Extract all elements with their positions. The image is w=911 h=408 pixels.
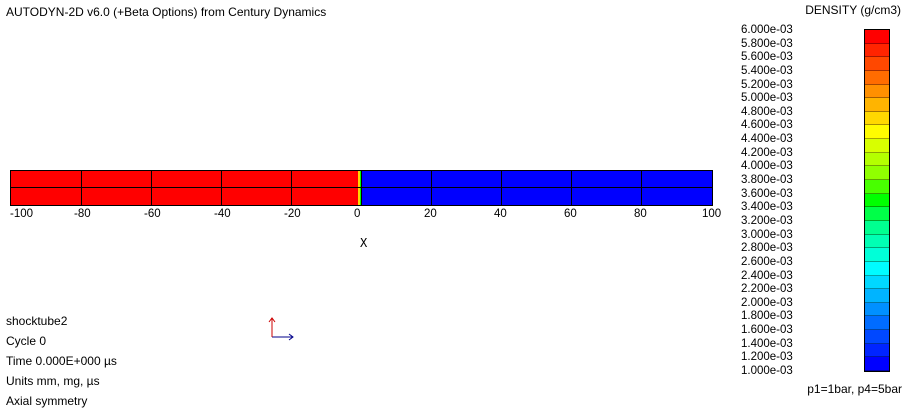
- colorbar-cell: [865, 357, 889, 371]
- x-tick-label: -60: [144, 208, 161, 220]
- colorbar-cell: [865, 207, 889, 221]
- legend-label: 3.400e-03: [741, 201, 793, 214]
- x-axis-title: X: [360, 236, 368, 250]
- mesh-grid-line: [221, 171, 222, 205]
- colorbar-cell: [865, 261, 889, 276]
- x-tick-label: -40: [214, 208, 231, 220]
- colorbar-cell: [865, 166, 889, 181]
- x-tick-label: 20: [424, 208, 437, 220]
- colorbar-cell: [865, 330, 889, 344]
- colorbar-cell: [865, 139, 889, 153]
- colorbar-cell: [865, 84, 889, 99]
- colorbar-cell: [865, 234, 889, 249]
- colorbar-cell: [865, 152, 889, 167]
- colorbar-cell: [865, 98, 889, 112]
- legend-label: 2.800e-03: [741, 242, 793, 255]
- colorbar-cell: [865, 180, 889, 194]
- x-tick-label: -20: [284, 208, 301, 220]
- colorbar-cell: [865, 220, 889, 235]
- mesh-grid-line: [571, 171, 572, 205]
- legend-label: 3.600e-03: [741, 187, 793, 200]
- legend-label: 2.600e-03: [741, 255, 793, 268]
- colorbar-cell: [865, 43, 889, 58]
- mesh-grid-line: [361, 171, 362, 205]
- info-problem-name: shocktube2: [6, 314, 68, 328]
- legend-label: 2.400e-03: [741, 269, 793, 282]
- colorbar-cell: [865, 57, 889, 71]
- legend-label: 5.000e-03: [741, 92, 793, 105]
- legend-label: 2.200e-03: [741, 283, 793, 296]
- mesh-low-density-region: [362, 171, 712, 205]
- colorbar-cell: [865, 70, 889, 85]
- x-tick-label: 60: [564, 208, 577, 220]
- colorbar-cell: [865, 316, 889, 331]
- mesh-grid-line: [641, 171, 642, 205]
- legend-label: 1.200e-03: [741, 351, 793, 364]
- legend-label: 1.600e-03: [741, 324, 793, 337]
- triad-x-arrow: [288, 333, 294, 341]
- legend-label: 4.800e-03: [741, 105, 793, 118]
- legend-label: 4.400e-03: [741, 133, 793, 146]
- mesh-grid-line: [151, 171, 152, 205]
- colorbar-cell: [865, 111, 889, 126]
- triad-y-arrow: [268, 317, 276, 323]
- mesh-grid-line: [501, 171, 502, 205]
- x-tick-label: 100: [702, 208, 722, 220]
- x-tick-label: 40: [494, 208, 507, 220]
- legend-label: 4.200e-03: [741, 146, 793, 159]
- info-time: Time 0.000E+000 µs: [6, 354, 117, 368]
- info-units: Units mm, mg, µs: [6, 374, 100, 388]
- mesh-grid-line: [431, 171, 432, 205]
- legend-label: 5.800e-03: [741, 37, 793, 50]
- x-tick-label: -100: [10, 208, 34, 220]
- mesh-high-density-region: [11, 171, 358, 205]
- colorbar-cell: [865, 302, 889, 317]
- legend-label: 3.200e-03: [741, 214, 793, 227]
- legend-label: 4.600e-03: [741, 119, 793, 132]
- x-tick-label: 80: [634, 208, 647, 220]
- colorbar-cell: [865, 30, 889, 44]
- density-colorbar: [864, 29, 890, 372]
- legend-label: 5.200e-03: [741, 78, 793, 91]
- mesh-grid-line: [81, 171, 82, 205]
- legend-label: 1.800e-03: [741, 310, 793, 323]
- info-cycle: Cycle 0: [6, 334, 47, 348]
- mesh-interface-band-a: [358, 171, 360, 205]
- legend-label: 5.600e-03: [741, 51, 793, 64]
- mesh-plot[interactable]: [10, 170, 713, 206]
- legend-label: 6.000e-03: [741, 24, 793, 36]
- colorbar-cell: [865, 289, 889, 303]
- legend-title: DENSITY (g/cm3): [805, 3, 901, 17]
- mesh-grid-line: [291, 171, 292, 205]
- colorbar-cell: [865, 248, 889, 262]
- colorbar-cell: [865, 275, 889, 290]
- legend-label: 5.400e-03: [741, 64, 793, 77]
- x-tick-label: 0: [354, 208, 361, 220]
- colorbar-cell: [865, 125, 889, 140]
- x-tick-label: -80: [74, 208, 91, 220]
- legend-label: 3.000e-03: [741, 228, 793, 241]
- footer-note: p1=1bar, p4=5bar: [807, 382, 902, 396]
- legend-label: 4.000e-03: [741, 160, 793, 173]
- legend-label: 2.000e-03: [741, 296, 793, 309]
- info-symmetry: Axial symmetry: [6, 394, 88, 408]
- legend-label: 1.400e-03: [741, 337, 793, 350]
- colorbar-cell: [865, 343, 889, 358]
- axis-triad-icon: [268, 317, 294, 341]
- colorbar-cell: [865, 193, 889, 208]
- legend-label: 1.000e-03: [741, 365, 793, 377]
- legend-label: 3.800e-03: [741, 174, 793, 187]
- window-title: AUTODYN-2D v6.0 (+Beta Options) from Cen…: [6, 5, 327, 19]
